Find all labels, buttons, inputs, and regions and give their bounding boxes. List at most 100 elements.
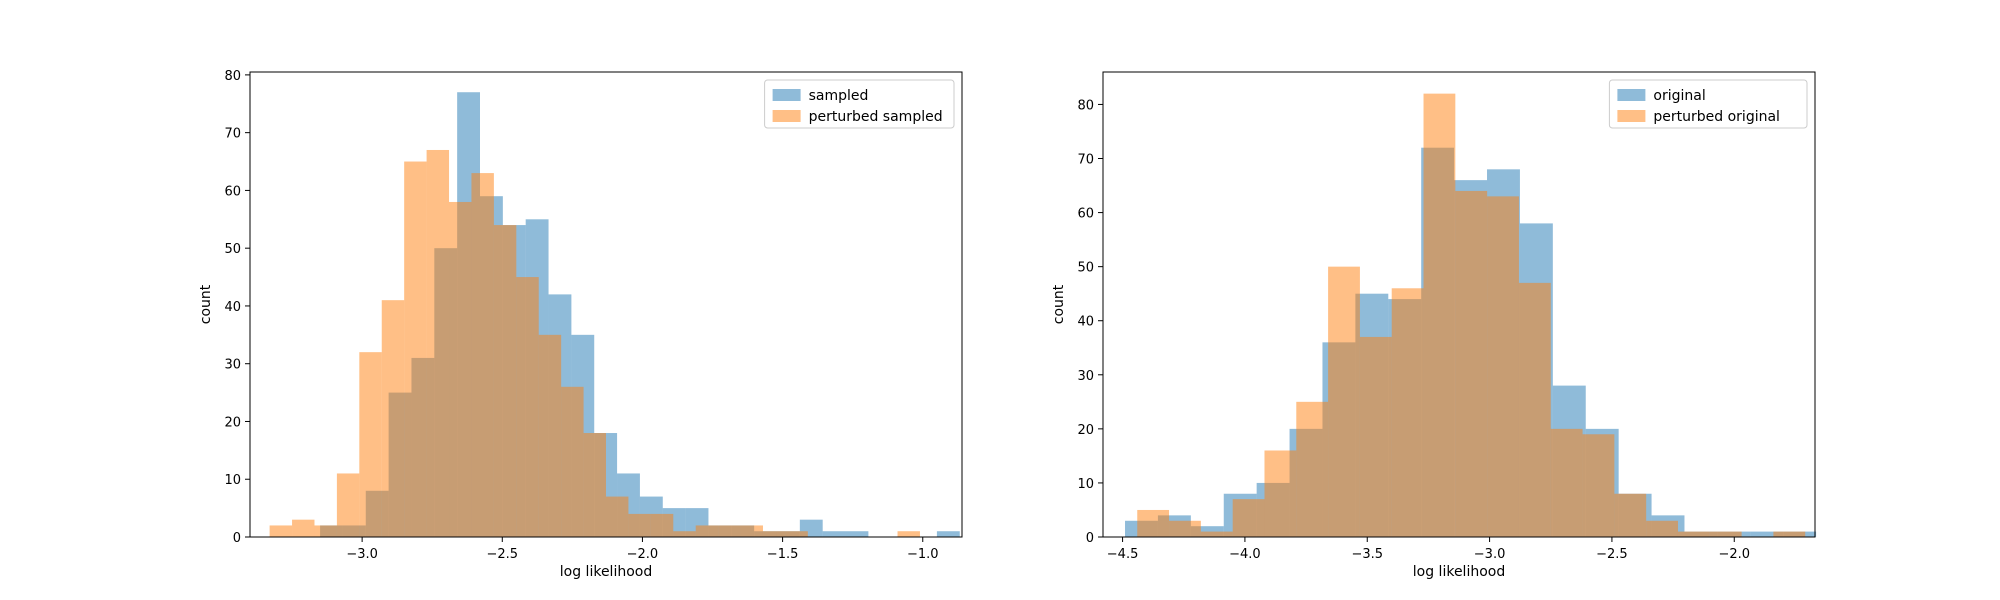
histogram-bar — [538, 334, 562, 537]
y-tick-label: 20 — [224, 415, 241, 430]
histogram-plot-right: −4.5 −4.0 −3.5 −3.0 −2.5 −2.0 0 10 20 30 40 50 60 70 8… — [1051, 71, 1817, 580]
histogram-bar — [1487, 196, 1519, 538]
y-axis-label: count — [198, 284, 214, 324]
histogram-bar — [822, 531, 846, 537]
y-tick-label: 0 — [1086, 531, 1094, 546]
x-tick-label: −4.5 — [1107, 547, 1139, 562]
histogram-bar — [1750, 531, 1784, 537]
histogram-bar — [1137, 509, 1170, 537]
histogram-bar — [583, 433, 606, 537]
y-tick-label: 40 — [1077, 315, 1094, 330]
histogram-bar — [1677, 531, 1710, 537]
histogram-bar — [1232, 499, 1265, 537]
histogram-bar — [471, 173, 494, 537]
x-tick-label: −4.0 — [1229, 547, 1261, 562]
legend-label: sampled — [809, 88, 869, 104]
legend-box — [764, 79, 955, 129]
legend-swatch — [772, 89, 801, 101]
histogram-plot-left: −3.0 −2.5 −2.0 −1.5 −1.0 0 10 20 30 40 50 60 70 80 log… — [198, 69, 963, 580]
histogram-bar — [1169, 520, 1201, 537]
x-tick-label: −2.0 — [627, 547, 659, 562]
histogram-bar — [1518, 282, 1551, 537]
y-tick-label: 50 — [1077, 261, 1094, 276]
histogram-bar — [269, 525, 293, 537]
legend-swatch — [772, 110, 801, 122]
y-tick-label: 30 — [224, 358, 241, 373]
histogram-bar — [1200, 531, 1233, 537]
y-tick-label: 30 — [1077, 369, 1094, 384]
x-axis-label: log likelihood — [1413, 564, 1505, 580]
histogram-bar — [1264, 450, 1297, 537]
histogram-bar — [1582, 434, 1615, 537]
legend-label: original — [1653, 88, 1705, 104]
histogram-bar — [718, 525, 741, 537]
histogram-bar — [1296, 401, 1329, 537]
histogram-bar — [1391, 288, 1424, 537]
x-tick-label: −1.0 — [907, 547, 939, 562]
legend-label: perturbed sampled — [809, 109, 943, 125]
histogram-bar — [493, 225, 517, 537]
histogram-bar — [449, 201, 472, 537]
histogram-bar — [740, 525, 763, 537]
y-tick-label: 0 — [233, 531, 241, 546]
histogram-bar — [404, 161, 427, 537]
y-tick-label: 10 — [1077, 477, 1094, 492]
histogram-bar — [1359, 336, 1392, 537]
histogram-bar — [516, 277, 539, 537]
histogram-bar — [936, 531, 960, 537]
series-perturbed-original — [1137, 93, 1806, 538]
y-tick-label: 70 — [224, 127, 241, 142]
histogram-bar — [359, 352, 382, 537]
histogram-bar — [673, 531, 696, 537]
histogram-bar — [1455, 190, 1488, 537]
legend-box — [1608, 79, 1808, 129]
histogram-bar — [695, 525, 719, 537]
legend: sampled perturbed sampled — [764, 79, 955, 129]
histogram-bar — [897, 531, 920, 537]
y-tick-label: 50 — [224, 242, 241, 257]
histogram-bar — [1773, 531, 1806, 537]
histogram-bar — [628, 513, 651, 537]
histogram-bar — [650, 513, 674, 537]
legend-label: perturbed original — [1653, 109, 1780, 125]
x-tick-label: −3.0 — [1474, 547, 1506, 562]
y-tick-label: 60 — [224, 184, 241, 199]
axes-frame — [1102, 71, 1816, 538]
y-tick-label: 20 — [1077, 423, 1094, 438]
x-tick-label: −2.5 — [486, 547, 518, 562]
x-tick-label: −1.5 — [767, 547, 799, 562]
y-tick-label: 10 — [224, 473, 241, 488]
x-tick-label: −2.5 — [1596, 547, 1628, 562]
histogram-bar — [606, 496, 629, 537]
legend: original perturbed original — [1608, 79, 1808, 129]
histogram-bar — [292, 519, 315, 537]
histogram-bar — [336, 473, 360, 537]
y-tick-label: 80 — [224, 69, 241, 84]
legend-swatch — [1617, 110, 1646, 122]
y-tick-label: 80 — [1077, 98, 1094, 113]
x-tick-label: −3.5 — [1351, 547, 1383, 562]
histogram-bar — [314, 525, 337, 537]
histogram-bar — [1614, 493, 1647, 537]
histogram-bar — [762, 531, 786, 537]
histogram-bar — [785, 531, 808, 537]
x-tick-label: −2.0 — [1718, 547, 1750, 562]
x-tick-label: −3.0 — [346, 547, 378, 562]
y-axis-label: count — [1051, 284, 1067, 324]
legend-swatch — [1617, 89, 1646, 101]
histogram-bar — [381, 300, 405, 537]
histogram-bar — [845, 531, 869, 537]
histogram-bar — [561, 386, 584, 537]
histogram-bar — [1328, 266, 1360, 537]
histogram-bar — [1646, 520, 1678, 537]
histogram-bar — [1423, 93, 1456, 537]
histogram-bar — [1550, 428, 1583, 537]
y-tick-label: 40 — [224, 300, 241, 315]
series-perturbed-sampled — [269, 149, 920, 538]
axes-frame — [249, 71, 963, 538]
y-tick-label: 70 — [1077, 153, 1094, 168]
histogram-bar — [426, 149, 450, 538]
y-tick-label: 60 — [1077, 207, 1094, 222]
histogram-bar — [1709, 531, 1742, 537]
